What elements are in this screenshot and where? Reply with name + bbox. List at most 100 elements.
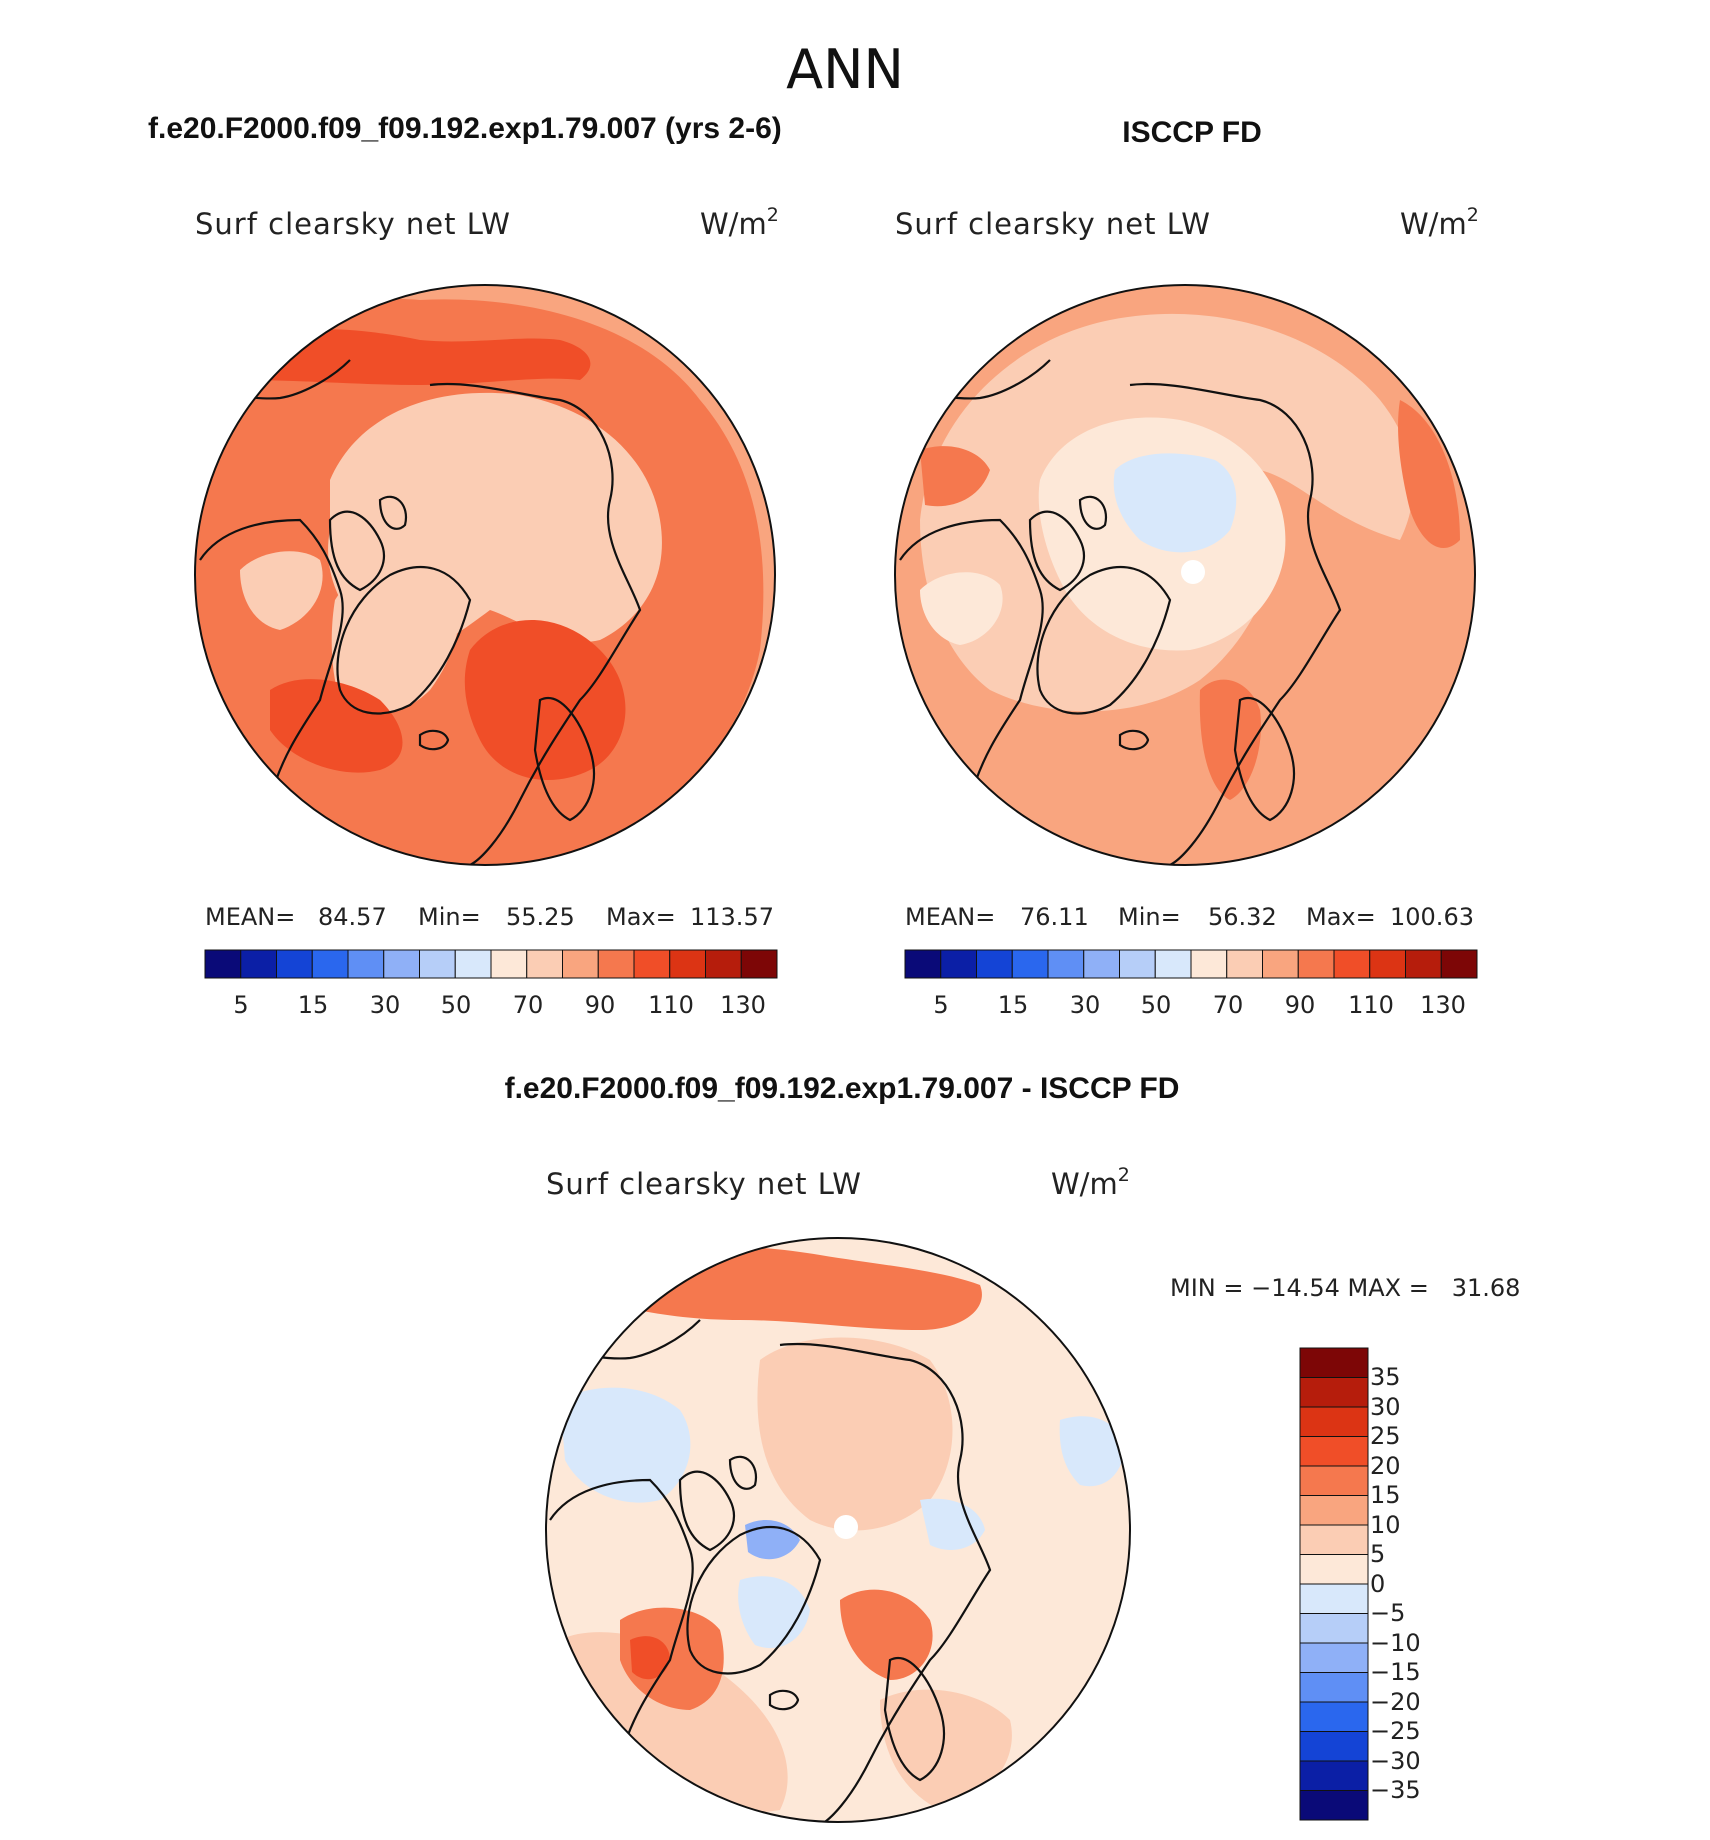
colorbar-swatch [904,949,942,979]
stat-min-value: 56.32 [1208,903,1277,931]
coast-scandinavia [1233,697,1295,822]
units-label: W/m2 [1051,1164,1130,1201]
colorbar-tick-label: 50 [441,991,472,1019]
colorbar-swatch [1262,949,1299,979]
colorbar-swatch [940,949,977,979]
units-exponent: 2 [1118,1164,1130,1186]
colorbar-swatch [597,949,635,979]
stats-line: MEAN= 76.11 Min= 56.32 Max= 100.63 [905,903,1474,931]
colorbar-swatch [976,949,1013,979]
colorbar-swatch [669,949,706,979]
colorbar-tick-label: 90 [585,991,616,1019]
colorbar-swatch [1299,1524,1369,1555]
coast-greenland [1036,565,1172,715]
stat-mean-value: 84.57 [318,903,387,931]
coast-scandinavia [883,1657,945,1782]
contour-canada [920,572,1003,645]
colorbar-tick-label: 70 [1213,991,1244,1019]
contour-cold-canada [560,1387,1125,1550]
units-label: W/m2 [1400,204,1479,241]
colorbar-tick-label: 5 [933,991,948,1019]
contour-greenland-rim [620,1589,933,1710]
stat-max-value: 100.63 [1390,903,1474,931]
coast-archipelago [1028,495,1108,592]
colorbar-model [204,949,778,979]
colorbar-swatch [1440,949,1478,979]
colorbar-tick-label: 50 [1141,991,1172,1019]
colorbar-swatch [526,949,563,979]
stat-max-label: Max= [1306,903,1376,931]
polar-map [194,284,776,866]
colorbar-tick-label: 5 [1370,1540,1385,1568]
coast-scandinavia [533,697,595,822]
colorbar-tick-label: 25 [1370,1422,1401,1450]
stat-min-value: 55.25 [506,903,575,931]
colorbar-swatch [454,949,492,979]
coast-north-america [199,518,344,801]
coast-north-america [549,1478,694,1761]
diff-title: f.e20.F2000.f09_f09.192.exp1.79.007 - IS… [505,1072,1180,1105]
colorbar-swatch [1299,1347,1369,1378]
colorbar-tick-label: 30 [1370,1393,1401,1421]
contour-cold-core [1113,453,1237,553]
stat-mean-label: MEAN= [905,903,995,931]
pole-hole [834,1515,858,1539]
colorbar-swatch [383,949,420,979]
contour-canada [240,551,323,630]
coastlines [549,1319,992,1822]
units-label: W/m2 [700,204,779,241]
coast-archipelago [678,1455,758,1552]
colorbar-ticks-difference: 35 30 25 20 15 10 5 0 −5 −10 −15 −20 −25… [1370,1363,1421,1804]
stat-min-label: Min= [1118,903,1181,931]
colorbar-swatch [1083,949,1120,979]
colorbar-swatch [1299,1731,1369,1762]
figure-title: ANN [786,38,904,101]
units-base: W/m [1400,207,1467,241]
panel-observations: ISCCP FD Surf clearsky net LW W/m2 [894,116,1479,1019]
colorbar-tick-label: 30 [1070,991,1101,1019]
colorbar-ticks-model: 5 15 30 50 70 90 110 130 [233,991,766,1019]
units-base: W/m [1051,1167,1118,1201]
colorbar-swatch [633,949,671,979]
coast-greenland [686,1525,822,1675]
colorbar-swatch [240,949,277,979]
coast-eurasia [1129,382,1342,865]
variable-title: Surf clearsky net LW [895,207,1211,241]
units-base: W/m [700,207,767,241]
colorbar-swatch [419,949,456,979]
coast-iceland [1118,729,1150,751]
units-exponent: 2 [1467,204,1479,226]
colorbar-swatch [1299,1377,1369,1408]
case-title: f.e20.F2000.f09_f09.192.exp1.79.007 (yrs… [148,112,782,145]
coast-iceland [418,729,450,751]
colorbar-swatch [490,949,528,979]
colorbar-observations [904,949,1478,979]
panel-difference: f.e20.F2000.f09_f09.192.exp1.79.007 - IS… [505,1072,1520,1823]
colorbar-tick-label: −25 [1370,1717,1421,1745]
colorbar-swatch [1299,1436,1369,1467]
contour-warm-arctic [757,1337,953,1531]
colorbar-tick-label: 15 [298,991,329,1019]
colorbar-swatch [1154,949,1192,979]
polar-map [545,1237,1131,1823]
coastlines [899,359,1342,865]
coast-iceland [768,1689,800,1711]
colorbar-swatch [1047,949,1085,979]
colorbar-tick-label: −20 [1370,1688,1421,1716]
colorbar-swatch [1299,1790,1369,1821]
colorbar-tick-label: 110 [648,991,694,1019]
colorbar-swatch [1299,1406,1369,1437]
colorbar-swatch [1299,1701,1369,1732]
contour-greenland [331,554,461,714]
contour-cold-greenland [738,1576,810,1649]
colorbar-swatch [1011,949,1049,979]
map-border [194,284,776,866]
colorbar-swatch [1190,949,1228,979]
stat-max-label: Max= [606,903,676,931]
contour-field [195,299,764,865]
colorbar-swatch [1299,1583,1369,1614]
coast-eurasia [429,382,642,865]
colorbar-swatch [705,949,742,979]
colorbar-swatch [204,949,242,979]
case-title: ISCCP FD [1122,116,1261,149]
